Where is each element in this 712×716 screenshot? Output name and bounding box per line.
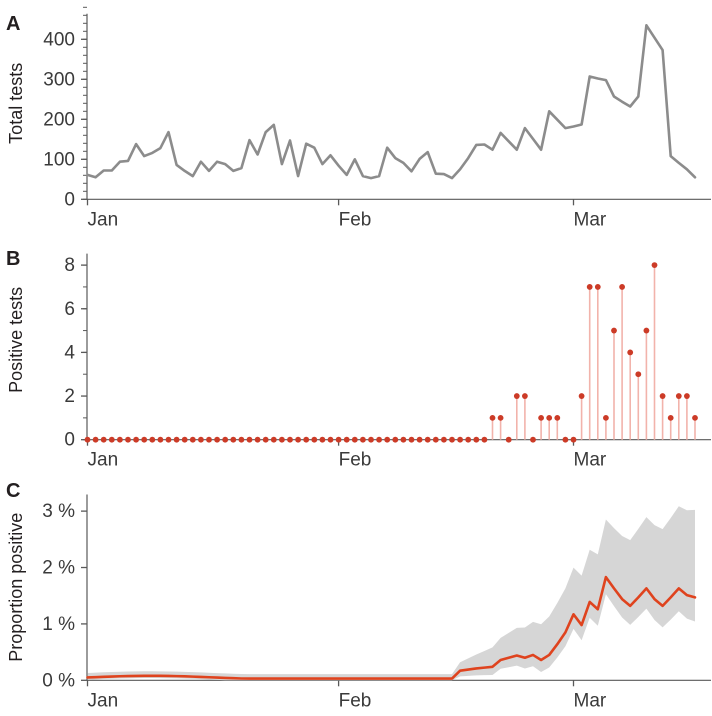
svg-text:Feb: Feb — [339, 209, 372, 230]
svg-text:2: 2 — [64, 386, 75, 407]
svg-text:400: 400 — [43, 29, 75, 50]
svg-text:Total tests: Total tests — [6, 63, 26, 144]
svg-text:B: B — [6, 248, 20, 270]
svg-text:2 %: 2 % — [42, 558, 75, 579]
svg-text:Jan: Jan — [88, 450, 119, 471]
svg-text:Mar: Mar — [574, 450, 607, 471]
svg-text:0 %: 0 % — [42, 670, 75, 691]
svg-text:0: 0 — [64, 430, 75, 451]
svg-text:Feb: Feb — [339, 450, 372, 471]
svg-text:8: 8 — [64, 255, 75, 276]
svg-text:4: 4 — [64, 342, 75, 363]
svg-text:Mar: Mar — [574, 690, 607, 711]
svg-text:A: A — [6, 13, 20, 35]
svg-text:1 %: 1 % — [42, 614, 75, 635]
svg-text:Proportion positive: Proportion positive — [6, 513, 26, 662]
svg-text:C: C — [6, 480, 20, 502]
svg-text:Feb: Feb — [339, 690, 372, 711]
svg-text:100: 100 — [43, 149, 75, 170]
svg-text:3 %: 3 % — [42, 501, 75, 522]
svg-text:Jan: Jan — [88, 209, 119, 230]
svg-text:Jan: Jan — [88, 690, 119, 711]
svg-text:Positive tests: Positive tests — [6, 287, 26, 393]
svg-text:Mar: Mar — [574, 209, 607, 230]
svg-text:300: 300 — [43, 69, 75, 90]
svg-text:200: 200 — [43, 109, 75, 130]
svg-text:6: 6 — [64, 299, 75, 320]
svg-text:0: 0 — [64, 189, 75, 210]
